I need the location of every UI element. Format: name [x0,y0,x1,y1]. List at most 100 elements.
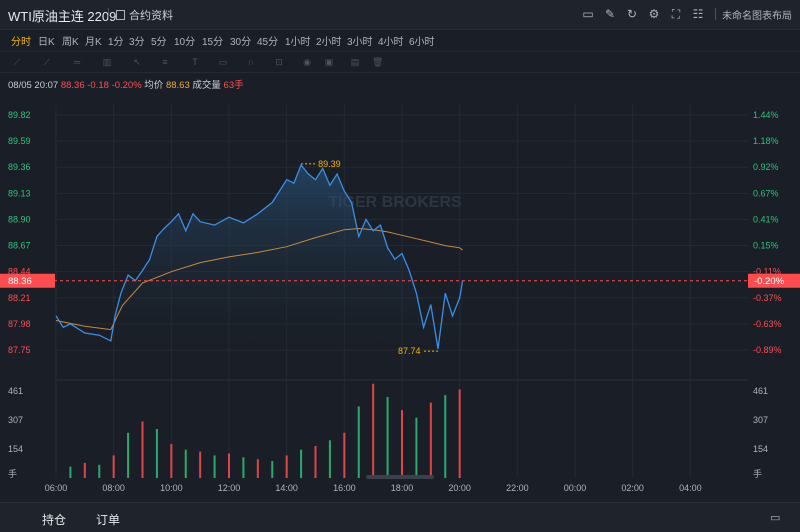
trash-icon[interactable]: 🗑 [372,57,384,67]
y-tick-right: 1.44% [753,110,779,120]
trendline-icon[interactable]: ⟋ [13,57,21,67]
x-tick: 02:00 [621,483,644,493]
edit-icon[interactable]: ✎ [604,7,616,21]
tab-timeframe-2[interactable]: 日K [38,37,55,48]
refresh-icon[interactable]: ↻ [626,7,638,21]
y-tick-right: 0.41% [753,214,779,224]
volume-label: 成交量 [192,80,221,91]
volume-bars [69,383,461,478]
volume-bar [285,455,288,478]
title-divider [108,8,109,20]
contract-info-label: 合约资料 [129,10,173,22]
tab-timeframe-3[interactable]: 周K [62,37,79,48]
volume-bar [127,432,130,478]
tab-timeframe-12[interactable]: 1小时 [285,37,311,48]
intraday-chart[interactable]: TIGER BROKERS 89.8289.5989.3689.1388.908… [0,95,800,495]
fib-icon[interactable]: ≡ [162,57,168,67]
y-tick-right: 0.67% [753,188,779,198]
volume-bar [141,421,144,478]
volume-bar [343,432,346,478]
volume-bar [271,461,274,478]
contract-info-button[interactable]: 合约资料 [116,7,173,23]
watermark: TIGER BROKERS [328,194,462,211]
quote-timestamp: 08/05 20:07 [8,80,59,91]
volume-bar [112,455,115,478]
x-tick: 04:00 [679,483,702,493]
volume-bar [458,389,461,478]
channel-icon[interactable]: ▥ [102,57,112,67]
instrument-title: WTI原油主连 2209 [8,9,117,24]
tab-orders[interactable]: 订单 [96,513,121,527]
y-tick-right: 0.15% [753,241,779,251]
ruler-icon[interactable]: ▭ [218,57,228,67]
volume-tick-right: 154 [753,444,768,454]
y-tick-left: 89.13 [8,188,31,198]
tab-timeframe-4[interactable]: 月K [85,37,102,48]
tab-timeframe-14[interactable]: 3小时 [347,37,373,48]
low-label: 87.74 [398,346,421,356]
tab-timeframe-9[interactable]: 15分 [202,37,224,48]
y-tick-left: 89.59 [8,136,31,146]
y-tick-left: 87.98 [8,319,31,329]
tab-positions[interactable]: 持仓 [42,513,67,527]
tab-timeframe-5[interactable]: 1分 [108,37,124,48]
tab-timeframe-11[interactable]: 45分 [257,37,279,48]
y-tick-left: 87.75 [8,345,31,355]
quote-change: -0.18 [87,80,109,91]
volume-tick-left: 154 [8,444,23,454]
layout-icon[interactable]: ☷ [692,7,704,21]
avg-value: 88.63 [165,80,190,91]
y-tick-right: 1.18% [753,136,779,146]
eye-icon[interactable]: ◉ [303,57,311,67]
fullscreen-icon[interactable]: ⛶ [671,7,681,21]
copy-icon[interactable]: ▤ [350,57,360,67]
y-axis-right: 1.44% 1.18% 0.92% 0.67% 0.41% 0.15% -0.11% -0.3… [753,110,782,355]
volume-bar [199,451,202,478]
magnet-icon[interactable]: ∩ [247,57,255,67]
price-line [55,163,464,350]
volume-bar [213,455,216,478]
scroll-handle[interactable] [366,475,434,479]
y-axis-left: 89.82 89.59 89.36 89.13 88.90 88.67 88.44 88.21… [8,110,31,355]
volume-bar [357,406,360,478]
collapse-icon[interactable]: ▭ [770,512,781,524]
tab-timeframe-10[interactable]: 30分 [230,37,252,48]
current-pct-tag-bg [748,273,800,288]
y-tick-right: 0.92% [753,162,779,172]
text-icon[interactable]: T [192,57,198,67]
volume-bar [314,445,317,478]
x-tick: 08:00 [102,483,125,493]
tab-timeframe-13[interactable]: 2小时 [316,37,342,48]
tab-timeframe-6[interactable]: 3分 [129,37,145,48]
y-tick-right: -0.89% [753,345,782,355]
tab-timeframe-7[interactable]: 5分 [151,37,167,48]
volume-bar [328,440,331,478]
screen-icon[interactable]: ▭ [582,7,594,21]
arrow-icon[interactable]: ↖ [133,57,141,67]
volume-bar [401,410,403,478]
volume-tick-right: 307 [753,415,768,425]
tab-timeframe-8[interactable]: 10分 [174,37,196,48]
hide-icon[interactable]: ▣ [324,57,334,67]
hline-icon[interactable]: ═ [73,57,81,67]
x-axis: 06:00 08:00 10:00 12:00 14:00 16:00 18:00 20:00… [45,483,702,493]
x-tick: 14:00 [275,483,298,493]
layout-name-button[interactable]: 未命名图表布局 [722,10,792,22]
y-tick-left: 88.44 [8,267,31,277]
volume-bar [429,402,432,478]
volume-bar [242,457,245,478]
tab-timeframe-1[interactable]: 分时 [11,37,31,48]
volume-bar [444,395,447,478]
tab-timeframe-16[interactable]: 6小时 [409,37,435,48]
lock-icon[interactable]: ⊡ [275,57,283,67]
x-tick: 22:00 [506,483,529,493]
y-tick-left: 88.90 [8,214,31,224]
volume-tick-right: 461 [753,386,768,396]
tab-timeframe-15[interactable]: 4小时 [378,37,404,48]
x-tick: 20:00 [448,483,471,493]
volume-bar [386,396,389,478]
volume-value: 63手 [223,80,244,91]
ray-icon[interactable]: ⟋ [43,57,51,67]
gear-icon[interactable]: ⚙ [648,7,660,21]
volume-bar [372,383,375,478]
